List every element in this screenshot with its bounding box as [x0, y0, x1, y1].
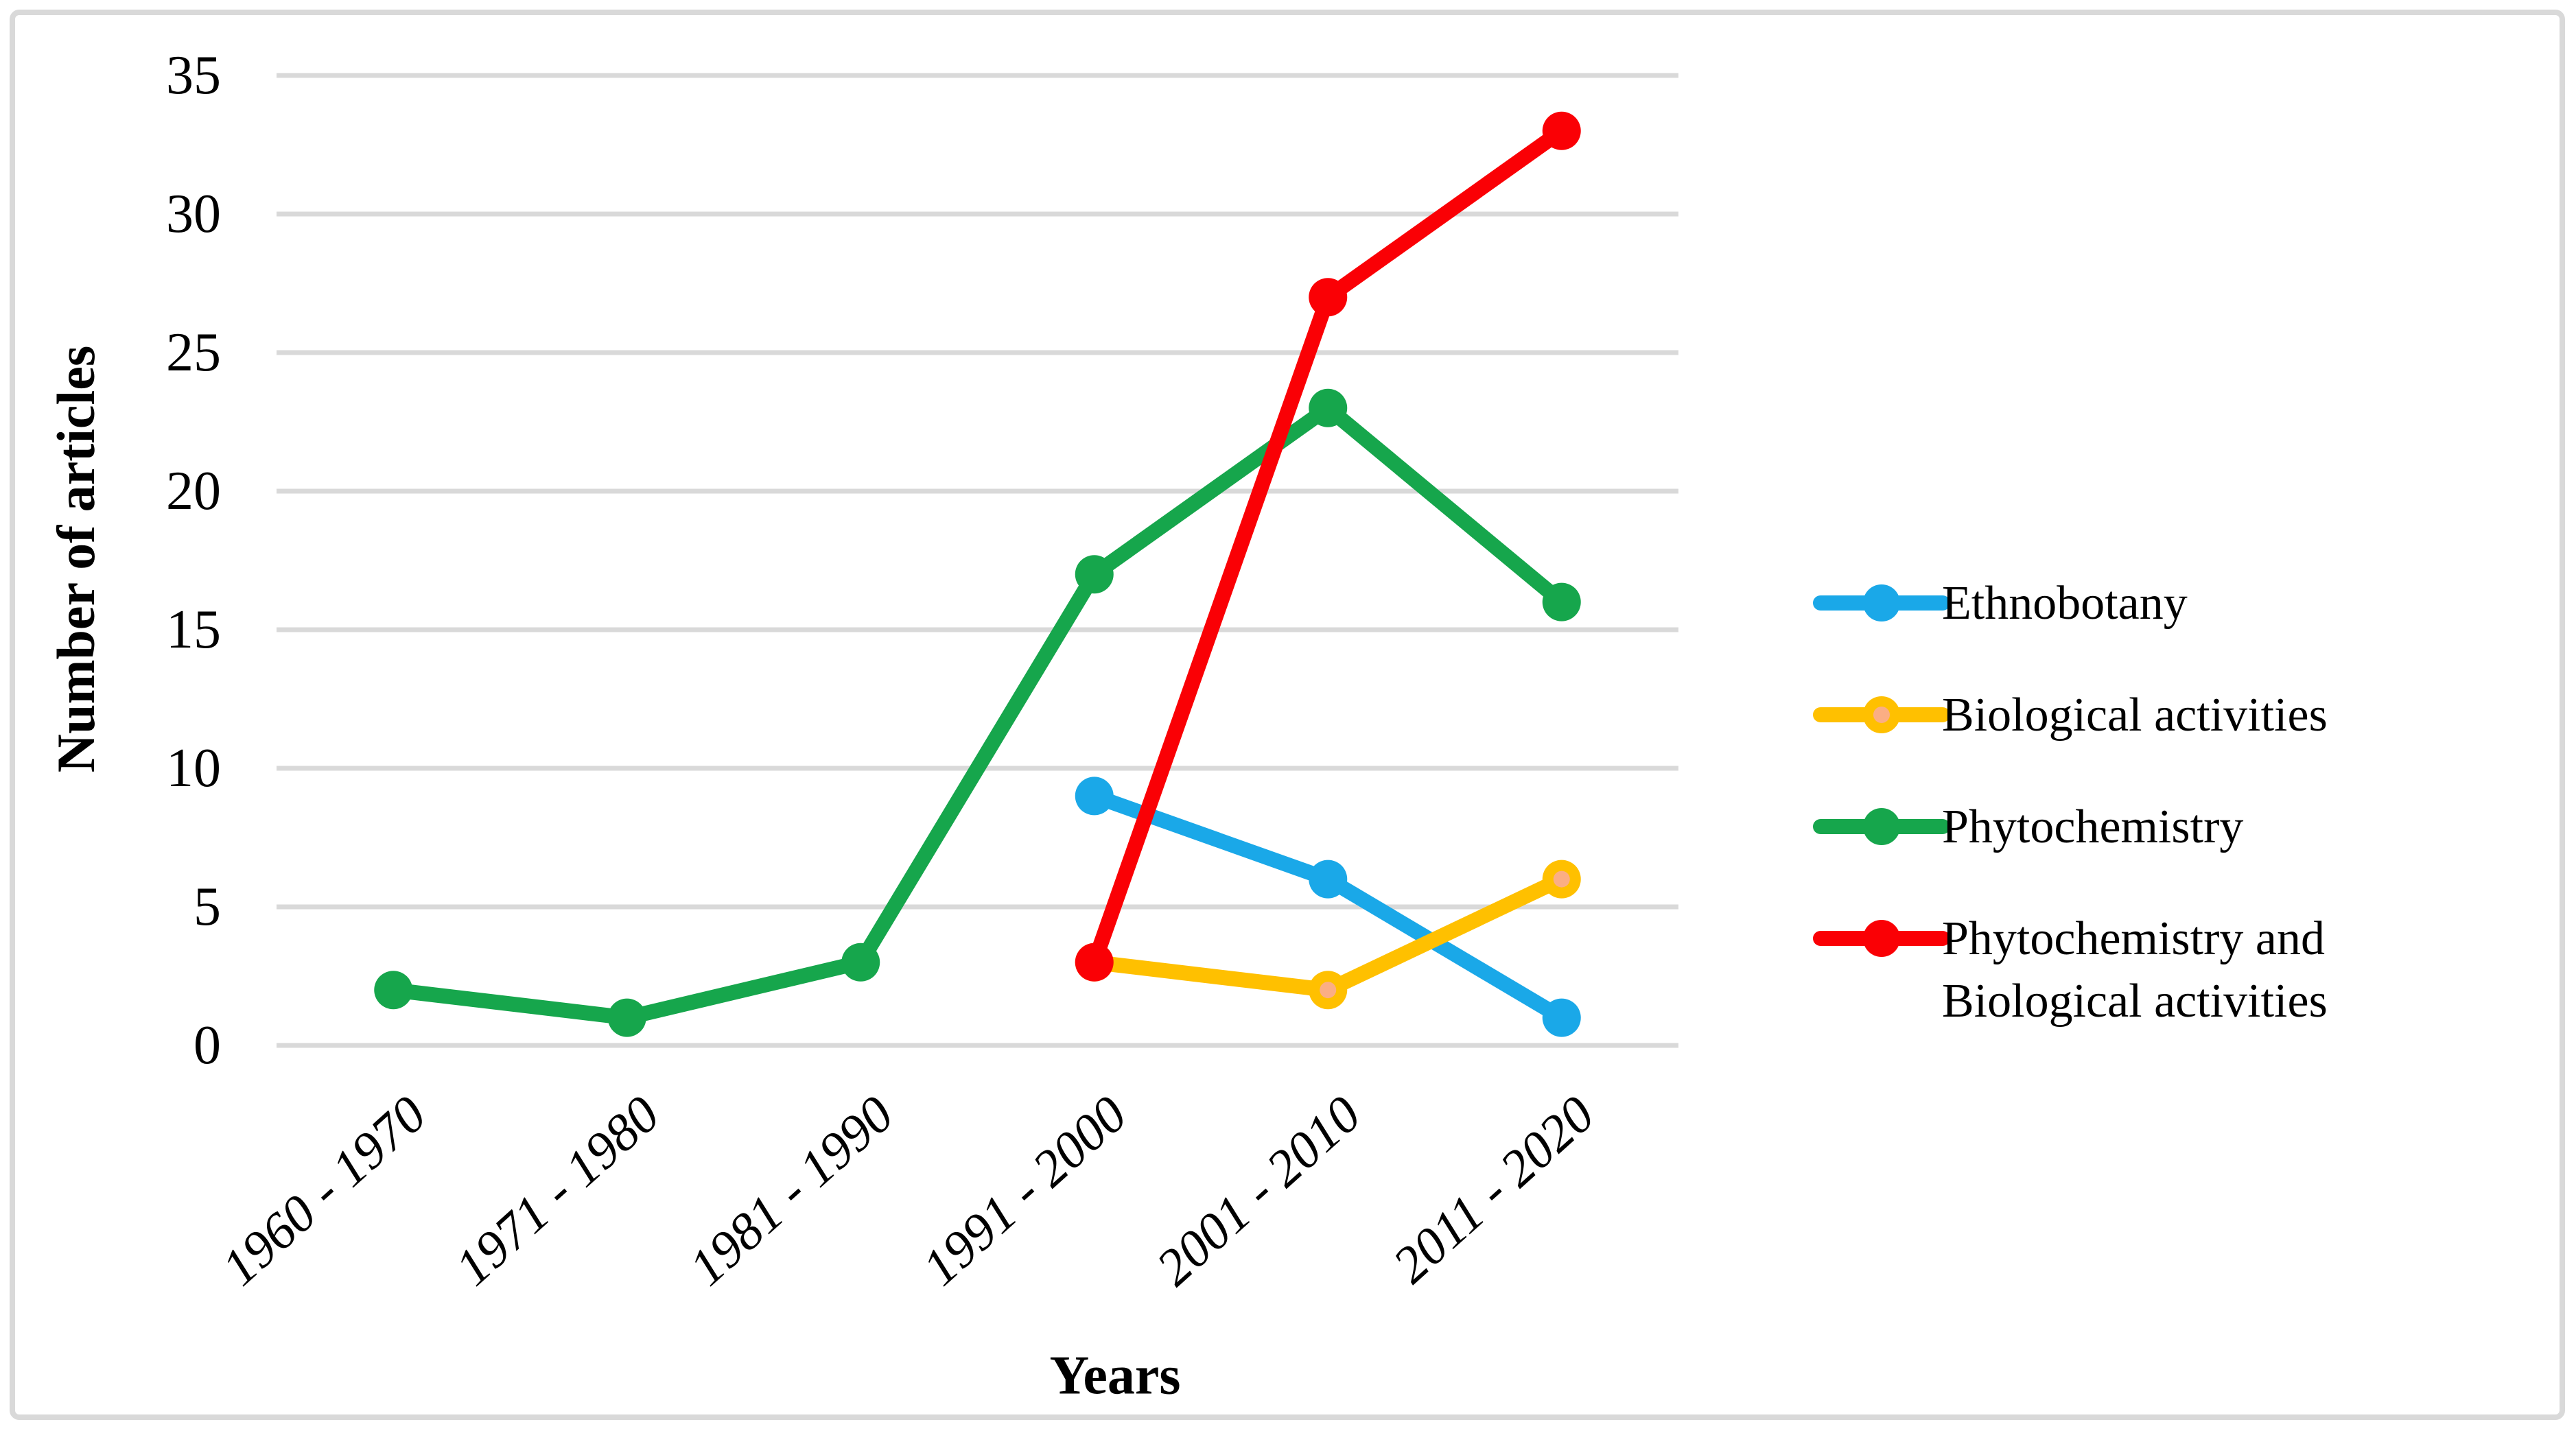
legend-item-biological-activities: Biological activities [1813, 689, 2533, 742]
data-point-phytochemistry-and-biological-activities-2011-2020 [1542, 111, 1581, 150]
data-point-phytochemistry-1971-1980 [607, 998, 646, 1037]
legend: Ethnobotany Biological activities Phytoche… [1813, 0, 2533, 1433]
figure-border [10, 10, 2565, 1420]
legend-label-phytochemistry: Phytochemistry [1942, 801, 2244, 853]
gridlines [277, 73, 1678, 1048]
legend-label-biological-activities: Biological activities [1942, 689, 2328, 742]
y-tick-0: 0 [194, 1015, 221, 1076]
y-tick-35: 35 [166, 45, 221, 106]
y-tick-30: 30 [166, 184, 221, 244]
data-point-phytochemistry-1981-1990 [841, 943, 880, 982]
legend-label-ethnobotany: Ethnobotany [1942, 577, 2188, 630]
legend-item-phytochemistry-and-biological-activities: Phytochemistry and Biological activities [1813, 912, 2533, 1028]
y-tick-15: 15 [166, 600, 221, 660]
data-point-phytochemistry-1991-2000 [1075, 555, 1114, 594]
legend-label-phytochemistry-and-biological-activities: Phytochemistry and Biological activities [1942, 912, 2328, 1028]
data-point-center-biological-activities-2001-2010 [1320, 982, 1337, 999]
data-point-ethnobotany-2011-2020 [1542, 998, 1581, 1037]
x-axis-title: Years [1049, 1345, 1181, 1406]
series-line-phytochemistry [386, 400, 1569, 1026]
data-point-ethnobotany-2001-2010 [1309, 860, 1348, 899]
legend-swatch-phytochemistry [1813, 808, 1950, 845]
data-point-ethnobotany-1991-2000 [1075, 777, 1114, 816]
data-point-phytochemistry-2011-2020 [1542, 582, 1581, 621]
legend-item-ethnobotany: Ethnobotany [1813, 577, 2533, 630]
legend-swatch-ethnobotany [1813, 584, 1950, 621]
y-axis-title: Number of articles [46, 345, 106, 773]
y-tick-25: 25 [166, 322, 221, 383]
legend-swatch-biological-activities [1813, 696, 1950, 733]
series-lines [374, 111, 1581, 1037]
y-tick-20: 20 [166, 461, 221, 521]
data-point-phytochemistry-and-biological-activities-1991-2000 [1075, 943, 1114, 982]
legend-swatch-phytochemistry-and-biological-activities [1813, 920, 1950, 957]
y-tick-10: 10 [166, 738, 221, 798]
data-point-center-biological-activities-2011-2020 [1553, 871, 1570, 888]
y-tick-5: 5 [194, 877, 221, 937]
legend-item-phytochemistry: Phytochemistry [1813, 801, 2533, 853]
data-point-phytochemistry-2001-2010 [1309, 388, 1348, 427]
data-point-phytochemistry-and-biological-activities-2001-2010 [1309, 278, 1348, 317]
data-point-phytochemistry-1960-1970 [374, 971, 413, 1010]
